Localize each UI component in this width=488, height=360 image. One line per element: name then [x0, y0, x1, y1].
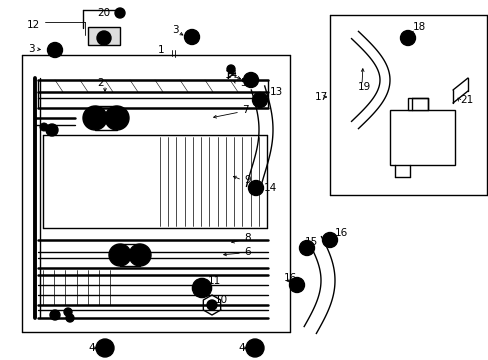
Circle shape: [303, 244, 310, 252]
Text: 12: 12: [27, 20, 40, 30]
Text: 10: 10: [215, 295, 228, 305]
Text: 9: 9: [244, 175, 250, 185]
Circle shape: [112, 113, 122, 123]
Text: 14: 14: [264, 183, 277, 193]
Text: 3: 3: [28, 44, 35, 54]
Circle shape: [188, 33, 195, 41]
Circle shape: [299, 240, 314, 256]
Text: 17: 17: [314, 92, 327, 102]
Circle shape: [197, 283, 206, 293]
Circle shape: [101, 343, 109, 352]
Text: 15: 15: [305, 237, 318, 247]
Circle shape: [96, 339, 114, 357]
Circle shape: [289, 278, 304, 292]
Circle shape: [256, 96, 263, 104]
Circle shape: [226, 65, 235, 73]
Text: 3: 3: [172, 25, 178, 35]
Circle shape: [83, 106, 107, 130]
Circle shape: [115, 250, 125, 260]
Text: 14: 14: [224, 70, 238, 80]
Circle shape: [247, 76, 254, 84]
Text: 2: 2: [97, 78, 103, 88]
Circle shape: [40, 123, 48, 131]
Circle shape: [248, 180, 263, 195]
Text: 16: 16: [284, 273, 297, 283]
Circle shape: [252, 93, 267, 108]
Circle shape: [115, 8, 125, 18]
Circle shape: [49, 127, 55, 133]
Text: 7: 7: [242, 105, 248, 115]
Circle shape: [206, 300, 217, 310]
Circle shape: [245, 339, 264, 357]
Circle shape: [404, 34, 411, 42]
Circle shape: [105, 106, 129, 130]
Text: 1: 1: [158, 45, 164, 55]
Text: 19: 19: [357, 82, 370, 92]
Bar: [407, 98, 427, 110]
Circle shape: [90, 113, 100, 123]
Text: 18: 18: [412, 22, 426, 32]
Circle shape: [109, 244, 131, 266]
Circle shape: [400, 31, 415, 45]
Circle shape: [46, 124, 58, 136]
Circle shape: [325, 236, 333, 244]
Text: 4: 4: [238, 343, 244, 353]
Circle shape: [97, 31, 111, 45]
Text: 21: 21: [459, 95, 472, 105]
Circle shape: [50, 310, 60, 320]
Circle shape: [252, 184, 259, 192]
Bar: [389, 110, 454, 165]
Text: 13: 13: [269, 87, 283, 97]
Circle shape: [184, 30, 199, 45]
Text: 5: 5: [240, 78, 246, 88]
Circle shape: [192, 278, 211, 298]
Text: 20: 20: [97, 8, 110, 18]
Circle shape: [322, 233, 337, 248]
Circle shape: [64, 308, 72, 316]
Text: 8: 8: [244, 233, 250, 243]
Circle shape: [243, 72, 258, 87]
Circle shape: [135, 250, 145, 260]
Circle shape: [293, 281, 300, 289]
Circle shape: [47, 42, 62, 58]
Text: 6: 6: [244, 247, 250, 257]
Text: 16: 16: [334, 228, 347, 238]
Circle shape: [66, 314, 74, 322]
Text: 11: 11: [207, 276, 221, 286]
Circle shape: [129, 244, 151, 266]
Circle shape: [250, 343, 259, 352]
Circle shape: [51, 46, 59, 54]
Text: 4: 4: [88, 343, 95, 353]
FancyBboxPatch shape: [88, 27, 120, 45]
